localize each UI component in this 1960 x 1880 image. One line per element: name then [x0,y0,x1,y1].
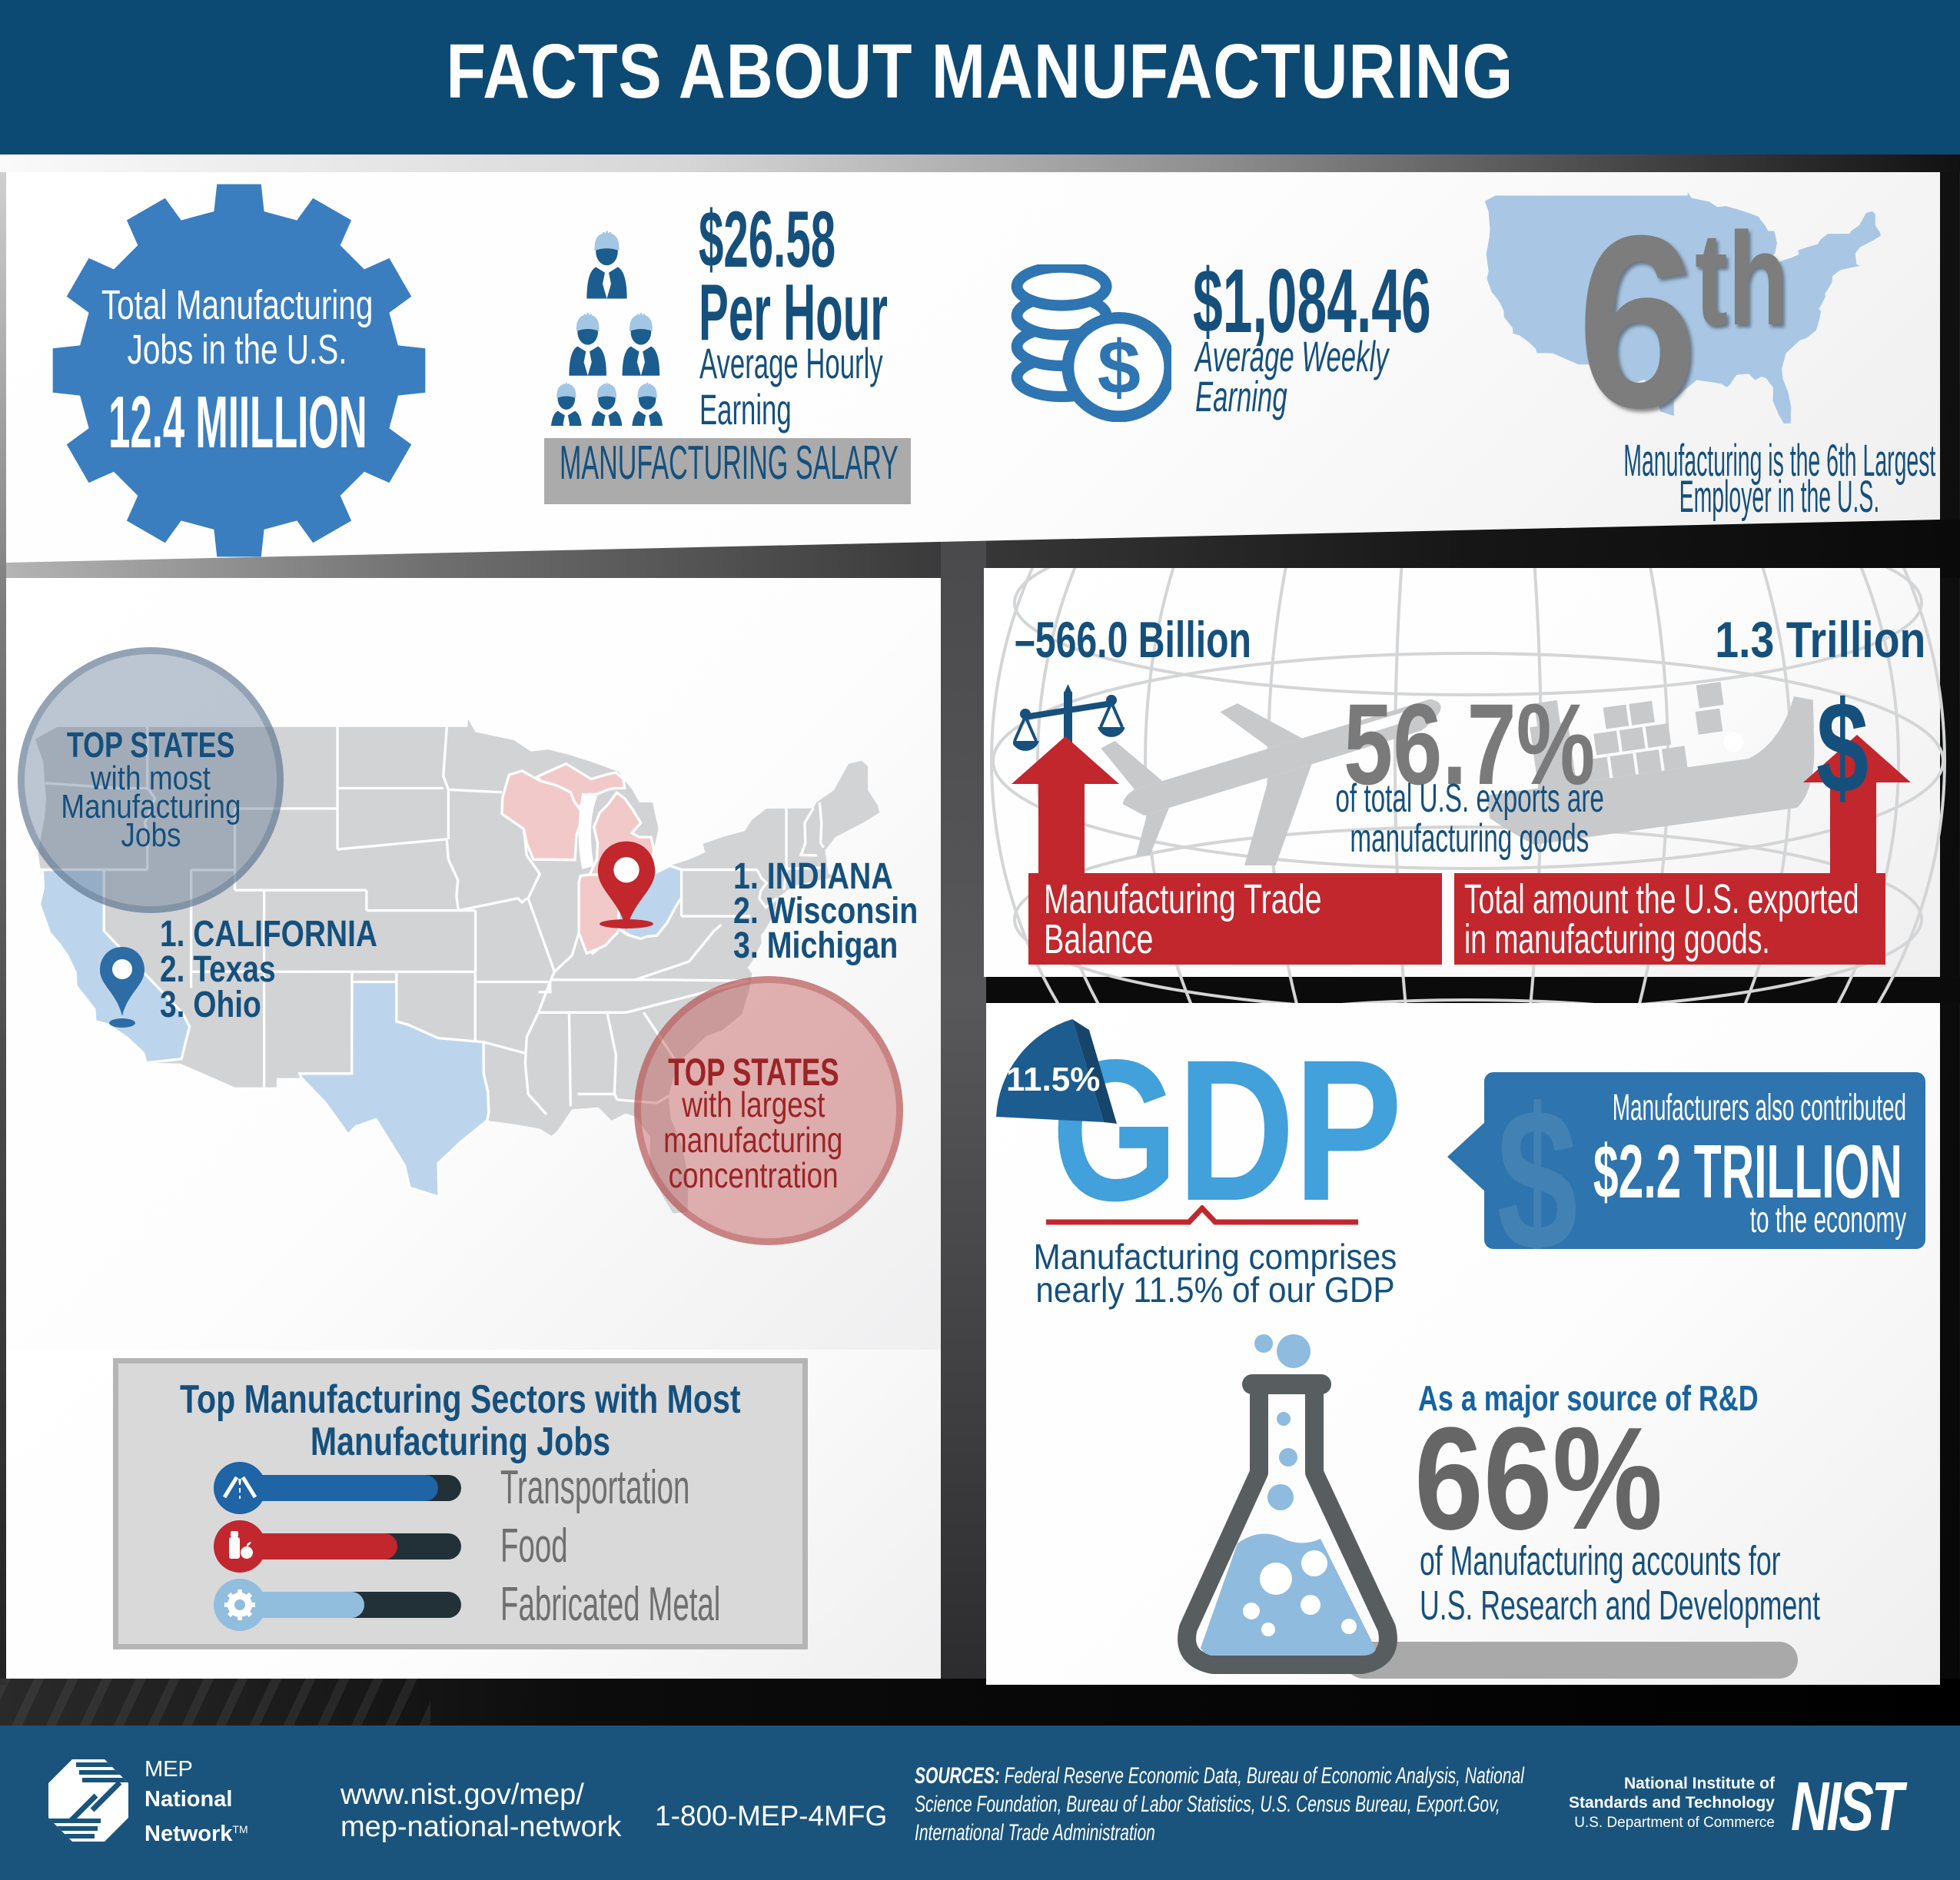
svg-text:11.5%: 11.5% [1006,1061,1100,1098]
svg-text:$: $ [1098,326,1141,410]
